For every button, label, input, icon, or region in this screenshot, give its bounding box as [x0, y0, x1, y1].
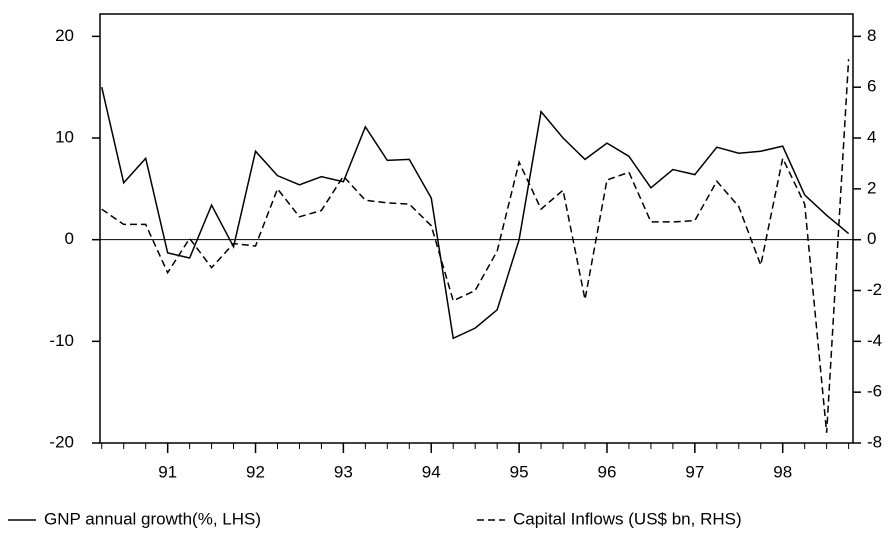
y-tick-label: 0 [65, 229, 74, 248]
series-line [101, 87, 850, 340]
legend-label: GNP annual growth(%, LHS) [44, 509, 261, 528]
plot-frame [99, 13, 854, 444]
y2-tick-label: -6 [867, 382, 882, 401]
y2-tick-label: -2 [867, 280, 882, 299]
x-tick-label: 94 [422, 462, 441, 481]
legend-label: Capital Inflows (US$ bn, RHS) [513, 509, 742, 528]
x-tick-label: 97 [685, 462, 704, 481]
y2-tick-label: 6 [867, 77, 876, 96]
y2-tick-label: 4 [867, 128, 876, 147]
x-tick-label: 91 [158, 462, 177, 481]
x-tick-label: 96 [598, 462, 617, 481]
y2-tick-label: -4 [867, 331, 882, 350]
y2-tick-label: 2 [867, 178, 876, 197]
x-tick-label: 92 [246, 462, 265, 481]
y2-tick-label: 8 [867, 26, 876, 45]
x-tick-label: 95 [510, 462, 529, 481]
x-tick-label: 98 [773, 462, 792, 481]
y-tick-label: -10 [49, 331, 74, 350]
y2-tick-label: 0 [867, 229, 876, 248]
series-line [101, 59, 850, 433]
y-tick-label: 10 [55, 128, 74, 147]
y-tick-label: -20 [49, 432, 74, 451]
y2-tick-label: -8 [867, 432, 882, 451]
y-tick-label: 20 [55, 26, 74, 45]
x-tick-label: 93 [334, 462, 353, 481]
